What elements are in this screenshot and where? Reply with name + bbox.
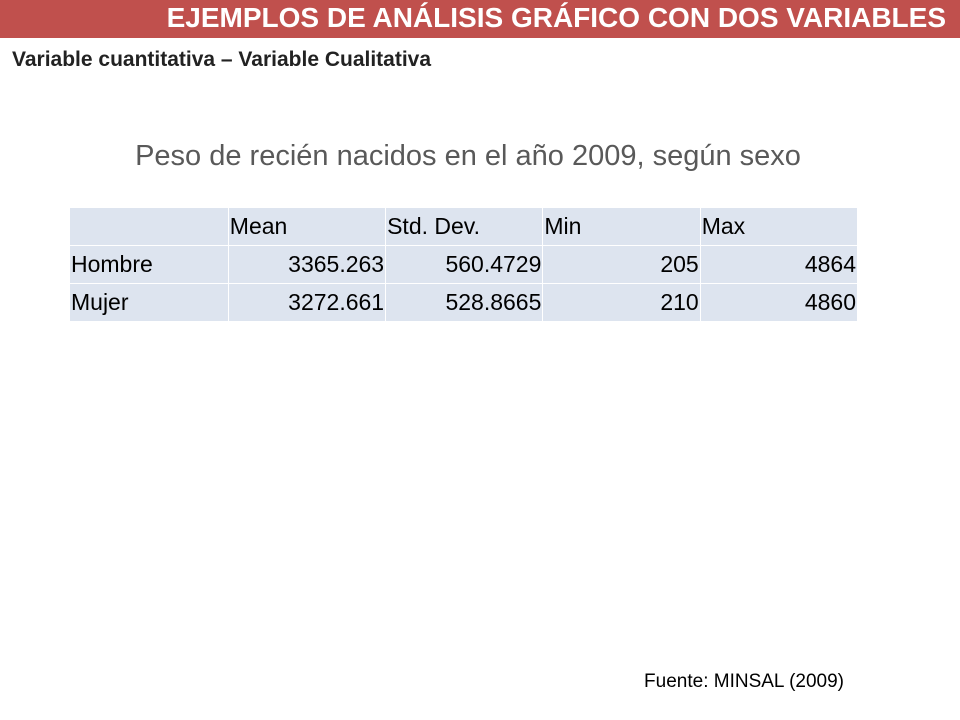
cell-hombre-mean: 3365.263 bbox=[228, 245, 387, 284]
slide-title: EJEMPLOS DE ANÁLISIS GRÁFICO CON DOS VAR… bbox=[166, 2, 946, 33]
header-cell-mean: Mean bbox=[228, 208, 387, 246]
header-cell-empty bbox=[70, 208, 229, 246]
table-row: Mujer 3272.661 528.8665 210 4860 bbox=[70, 283, 859, 322]
table-header-row: Mean Std. Dev. Min Max bbox=[70, 208, 859, 246]
row-label-hombre: Hombre bbox=[70, 245, 229, 284]
cell-mujer-mean: 3272.661 bbox=[228, 283, 387, 322]
cell-hombre-std-dev: 560.4729 bbox=[385, 245, 544, 284]
header-cell-min: Min bbox=[542, 208, 701, 246]
table-title: Peso de recién nacidos en el año 2009, s… bbox=[135, 140, 801, 172]
row-label-mujer: Mujer bbox=[70, 283, 229, 322]
cell-mujer-std-dev: 528.8665 bbox=[385, 283, 544, 322]
title-banner: EJEMPLOS DE ANÁLISIS GRÁFICO CON DOS VAR… bbox=[0, 0, 960, 38]
header-cell-std-dev: Std. Dev. bbox=[385, 208, 544, 246]
header-cell-max: Max bbox=[700, 208, 859, 246]
statistics-table: Mean Std. Dev. Min Max Hombre 3365.263 5… bbox=[70, 208, 859, 322]
source-note: Fuente: MINSAL (2009) bbox=[644, 671, 844, 692]
slide-subtitle: Variable cuantitativa – Variable Cualita… bbox=[12, 48, 432, 71]
cell-hombre-min: 205 bbox=[542, 245, 701, 284]
table-row: Hombre 3365.263 560.4729 205 4864 bbox=[70, 245, 859, 284]
cell-hombre-max: 4864 bbox=[700, 245, 859, 284]
cell-mujer-max: 4860 bbox=[700, 283, 859, 322]
cell-mujer-min: 210 bbox=[542, 283, 701, 322]
